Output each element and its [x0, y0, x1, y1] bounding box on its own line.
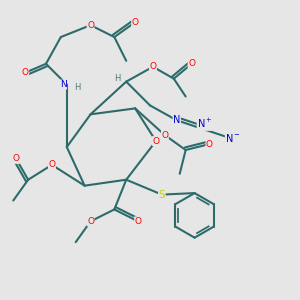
Text: N: N — [60, 80, 67, 89]
Text: H: H — [74, 83, 80, 92]
Text: O: O — [206, 140, 213, 148]
Text: H: H — [114, 74, 121, 83]
Text: O: O — [135, 217, 142, 226]
Text: N: N — [173, 115, 180, 125]
Text: O: O — [22, 68, 29, 77]
Text: N$^+$: N$^+$ — [197, 117, 213, 130]
Text: O: O — [149, 62, 157, 71]
Text: O: O — [48, 160, 56, 169]
Text: O: O — [152, 136, 159, 146]
Text: N$^-$: N$^-$ — [225, 132, 241, 144]
Text: O: O — [132, 18, 139, 27]
Text: O: O — [87, 21, 94, 30]
Text: O: O — [161, 130, 168, 140]
Text: O: O — [13, 154, 20, 164]
Text: O: O — [188, 59, 195, 68]
Text: O: O — [87, 217, 94, 226]
Text: S: S — [159, 190, 165, 200]
